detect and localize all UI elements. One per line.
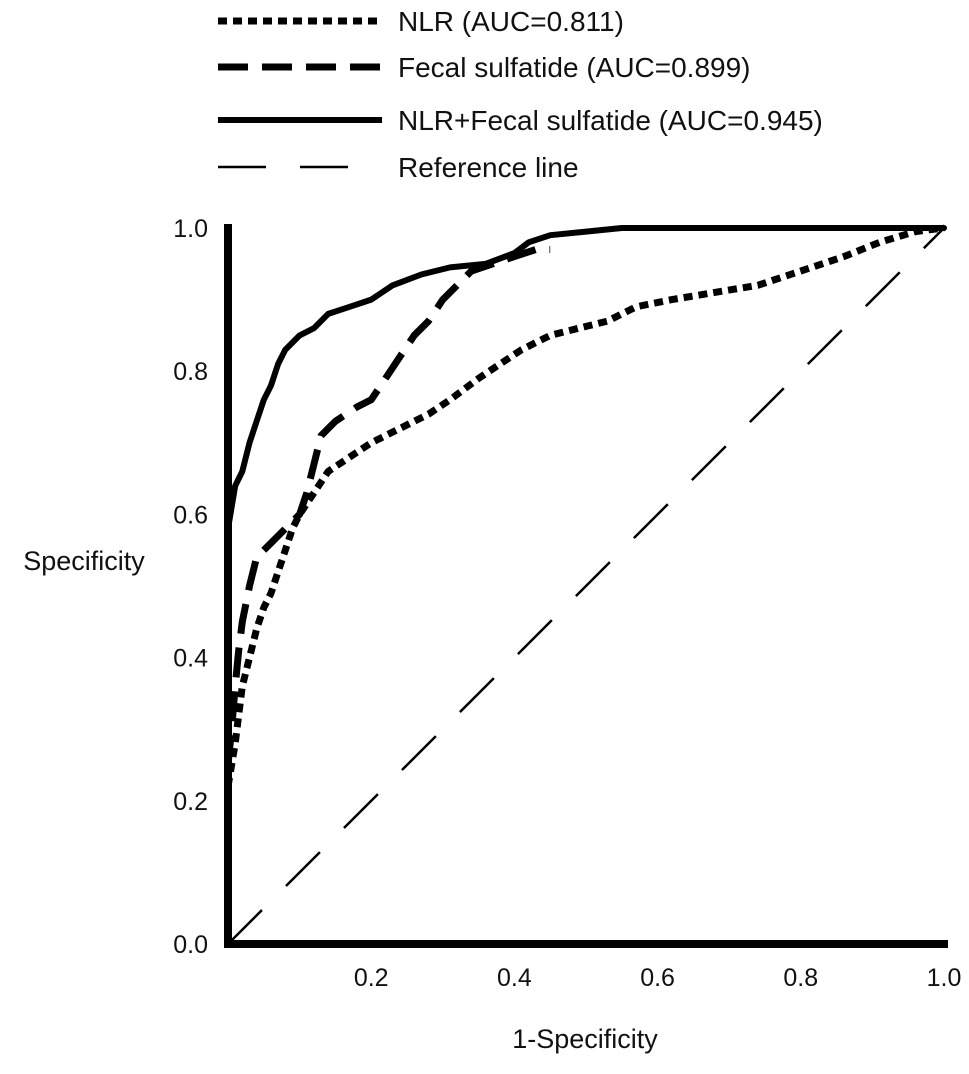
legend-label-nlr: NLR (AUC=0.811): [398, 6, 624, 37]
legend-label-nlr-fecal-sulfatide: NLR+Fecal sulfatide (AUC=0.945): [398, 105, 823, 136]
y-tick-label: 0.0: [173, 931, 208, 959]
x-tick-label: 0.6: [640, 964, 675, 992]
series-line-nlr-fecal-sulfatide: [225, 225, 947, 532]
y-tick-label: 0.2: [173, 788, 208, 816]
y-tick-label: 0.6: [173, 501, 208, 529]
x-tick-label: 0.4: [497, 964, 532, 992]
x-tick-label: 1.0: [927, 964, 962, 992]
x-tick-label: 0.2: [354, 964, 389, 992]
series-line-reference-line: [227, 227, 945, 945]
roc-curves: [224, 224, 947, 945]
series-line-fecal-sulfatide: [224, 246, 551, 766]
series-line-nlr: [224, 224, 945, 788]
axes: [224, 224, 948, 948]
y-tick-label: 0.4: [173, 645, 208, 673]
legend-label-reference-line: Reference line: [398, 152, 579, 183]
y-tick-label: 1.0: [173, 215, 208, 243]
legend: NLR (AUC=0.811) Fecal sulfatide (AUC=0.89…: [218, 6, 823, 183]
y-tick-label: 0.8: [173, 358, 208, 386]
x-axis-title: 1-Specificity: [512, 1024, 658, 1054]
legend-label-fecal-sulfatide: Fecal sulfatide (AUC=0.899): [398, 52, 751, 83]
y-axis-title: Specificity: [23, 546, 145, 576]
x-tick-label: 0.8: [783, 964, 818, 992]
tick-labels: 0.0 0.2 0.4 0.6 0.8 1.0 0.2 0.4 0.6 0.8 1.0: [173, 215, 961, 992]
